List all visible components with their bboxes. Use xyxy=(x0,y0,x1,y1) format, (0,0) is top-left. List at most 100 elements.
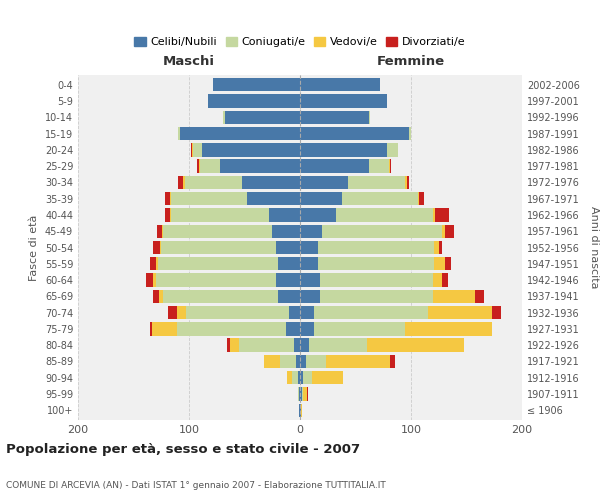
Bar xyxy=(300,274,320,286)
Bar xyxy=(442,224,445,238)
Bar xyxy=(298,388,299,400)
Bar xyxy=(269,208,300,222)
Bar xyxy=(300,241,318,254)
Bar xyxy=(300,290,320,303)
Bar xyxy=(170,192,171,205)
Bar xyxy=(170,208,171,222)
Text: Popolazione per età, sesso e stato civile - 2007: Popolazione per età, sesso e stato civil… xyxy=(6,442,360,456)
Bar xyxy=(193,143,202,156)
Bar xyxy=(160,241,161,254)
Bar xyxy=(242,176,300,189)
Bar xyxy=(300,192,342,205)
Bar xyxy=(180,127,300,140)
Bar xyxy=(300,224,322,238)
Bar xyxy=(161,241,275,254)
Bar xyxy=(164,208,170,222)
Bar xyxy=(275,241,300,254)
Bar xyxy=(247,192,300,205)
Bar xyxy=(171,192,247,205)
Bar xyxy=(299,404,300,417)
Bar xyxy=(164,192,170,205)
Bar xyxy=(390,354,395,368)
Bar xyxy=(326,354,390,368)
Bar xyxy=(367,338,464,352)
Bar xyxy=(300,110,369,124)
Bar xyxy=(300,208,335,222)
Bar xyxy=(300,257,318,270)
Bar xyxy=(314,322,406,336)
Bar xyxy=(318,241,434,254)
Bar xyxy=(300,176,348,189)
Bar xyxy=(292,371,298,384)
Bar xyxy=(278,257,300,270)
Bar xyxy=(300,322,314,336)
Bar xyxy=(439,241,442,254)
Bar xyxy=(406,322,492,336)
Bar xyxy=(191,143,193,156)
Bar xyxy=(436,208,449,222)
Bar xyxy=(200,160,220,173)
Bar xyxy=(185,306,289,320)
Bar xyxy=(146,274,154,286)
Y-axis label: Fasce di età: Fasce di età xyxy=(29,214,39,280)
Bar xyxy=(265,354,280,368)
Bar xyxy=(386,143,398,156)
Bar xyxy=(300,94,386,108)
Bar xyxy=(320,290,433,303)
Bar xyxy=(300,388,302,400)
Bar xyxy=(214,78,300,92)
Bar xyxy=(492,306,501,320)
Bar xyxy=(390,160,391,173)
Bar xyxy=(433,290,475,303)
Bar xyxy=(227,338,230,352)
Bar xyxy=(300,306,314,320)
Bar xyxy=(314,306,428,320)
Bar xyxy=(300,404,301,417)
Bar xyxy=(300,338,309,352)
Bar xyxy=(369,110,370,124)
Bar xyxy=(433,274,442,286)
Bar xyxy=(300,78,380,92)
Bar xyxy=(445,224,454,238)
Bar xyxy=(150,257,156,270)
Bar xyxy=(157,224,163,238)
Bar xyxy=(287,371,292,384)
Bar xyxy=(171,208,269,222)
Bar xyxy=(220,160,300,173)
Bar xyxy=(154,290,159,303)
Bar xyxy=(305,354,326,368)
Bar xyxy=(177,322,286,336)
Bar xyxy=(407,176,409,189)
Bar xyxy=(434,241,439,254)
Bar xyxy=(406,176,407,189)
Bar xyxy=(434,257,445,270)
Bar xyxy=(322,224,442,238)
Bar xyxy=(296,354,300,368)
Bar xyxy=(178,127,180,140)
Bar xyxy=(163,224,272,238)
Legend: Celibi/Nubili, Coniugati/e, Vedovi/e, Divorziati/e: Celibi/Nubili, Coniugati/e, Vedovi/e, Di… xyxy=(130,32,470,52)
Bar xyxy=(309,338,367,352)
Bar xyxy=(156,274,275,286)
Bar xyxy=(369,160,389,173)
Bar xyxy=(223,110,224,124)
Bar xyxy=(208,94,300,108)
Bar xyxy=(286,322,300,336)
Bar xyxy=(300,371,304,384)
Bar xyxy=(433,208,436,222)
Y-axis label: Anni di nascita: Anni di nascita xyxy=(589,206,599,289)
Bar xyxy=(184,176,185,189)
Bar xyxy=(178,176,184,189)
Bar xyxy=(302,388,304,400)
Bar xyxy=(152,322,177,336)
Bar xyxy=(159,290,163,303)
Bar xyxy=(320,274,433,286)
Bar xyxy=(300,354,305,368)
Bar xyxy=(177,306,185,320)
Bar xyxy=(289,306,300,320)
Bar xyxy=(272,224,300,238)
Bar xyxy=(185,176,242,189)
Bar xyxy=(301,404,302,417)
Bar xyxy=(389,160,390,173)
Bar xyxy=(154,241,160,254)
